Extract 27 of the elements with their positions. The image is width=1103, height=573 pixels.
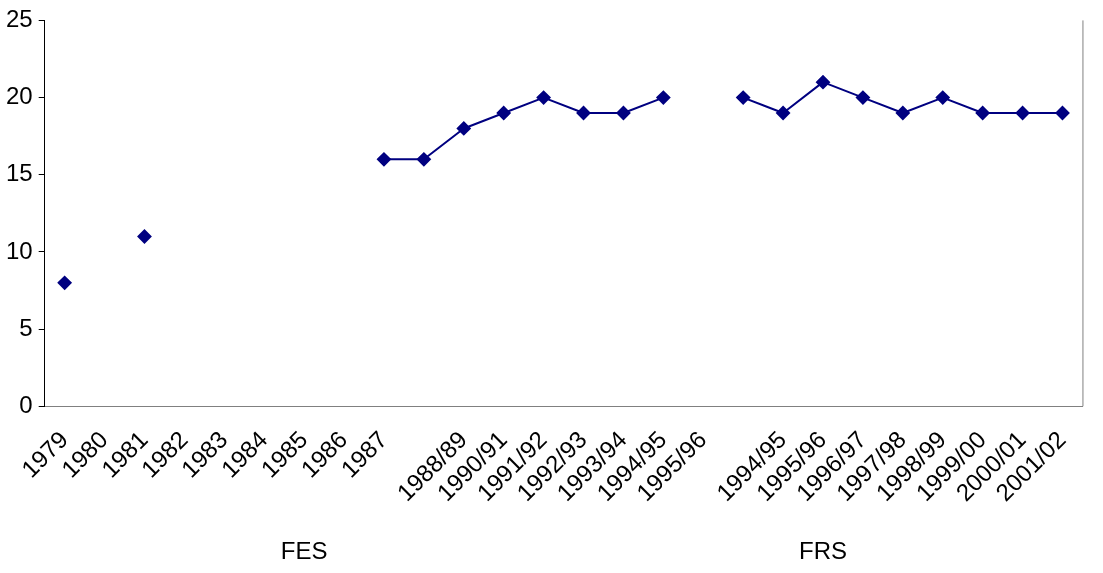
point [935, 90, 950, 105]
point [736, 90, 751, 105]
y-tick-label: 25 [5, 5, 33, 33]
point [496, 106, 511, 121]
point [536, 90, 551, 105]
point [975, 106, 990, 121]
point [816, 75, 830, 90]
text: FRS [799, 537, 847, 565]
point [656, 90, 671, 105]
point [616, 106, 631, 121]
point [855, 90, 870, 105]
point [456, 121, 471, 136]
y-tick-label: 5 [19, 313, 33, 341]
point [376, 152, 391, 167]
point [137, 229, 152, 244]
point [416, 152, 431, 167]
point [895, 106, 910, 121]
point [1055, 106, 1070, 121]
point [1015, 106, 1030, 121]
text: FES [280, 537, 328, 565]
point [776, 106, 791, 121]
y-tick-label: 15 [5, 159, 33, 187]
y-tick-label: 20 [5, 82, 33, 110]
point [57, 275, 72, 290]
y-tick-label: 10 [5, 236, 33, 264]
point [576, 106, 591, 121]
y-tick-label: 0 [19, 390, 33, 418]
